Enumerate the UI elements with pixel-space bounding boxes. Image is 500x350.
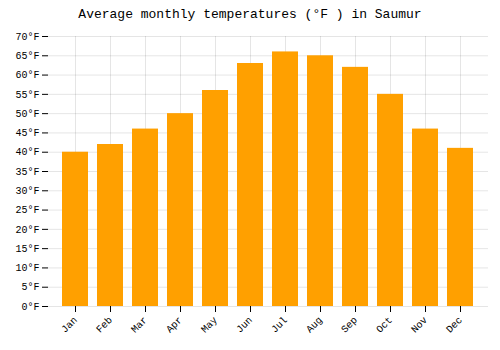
- svg-text:Sep: Sep: [339, 315, 360, 336]
- svg-text:35°F: 35°F: [15, 167, 39, 178]
- svg-text:65°F: 65°F: [15, 51, 39, 62]
- svg-text:Dec: Dec: [444, 315, 465, 336]
- svg-text:55°F: 55°F: [15, 90, 39, 101]
- svg-text:30°F: 30°F: [15, 186, 39, 197]
- svg-text:70°F: 70°F: [15, 32, 39, 43]
- svg-text:Jul: Jul: [269, 315, 290, 336]
- svg-text:20°F: 20°F: [15, 225, 39, 236]
- svg-text:Feb: Feb: [94, 315, 115, 336]
- svg-text:Nov: Nov: [409, 315, 430, 336]
- svg-text:25°F: 25°F: [15, 205, 39, 216]
- svg-text:40°F: 40°F: [15, 147, 39, 158]
- svg-text:60°F: 60°F: [15, 70, 39, 81]
- svg-text:Jan: Jan: [59, 315, 80, 336]
- svg-text:45°F: 45°F: [15, 128, 39, 139]
- svg-text:15°F: 15°F: [15, 244, 39, 255]
- svg-text:10°F: 10°F: [15, 263, 39, 274]
- svg-text:Mar: Mar: [129, 315, 150, 336]
- svg-text:5°F: 5°F: [21, 282, 39, 293]
- svg-text:Jun: Jun: [234, 315, 255, 336]
- svg-text:Oct: Oct: [374, 315, 395, 336]
- svg-text:0°F: 0°F: [21, 302, 39, 313]
- svg-text:May: May: [199, 315, 220, 336]
- svg-text:50°F: 50°F: [15, 109, 39, 120]
- svg-text:Apr: Apr: [164, 315, 185, 336]
- svg-text:Aug: Aug: [304, 315, 325, 336]
- html-text:Average monthly temperatures (: Average monthly temperatures (°F ) in Sa…: [78, 7, 422, 22]
